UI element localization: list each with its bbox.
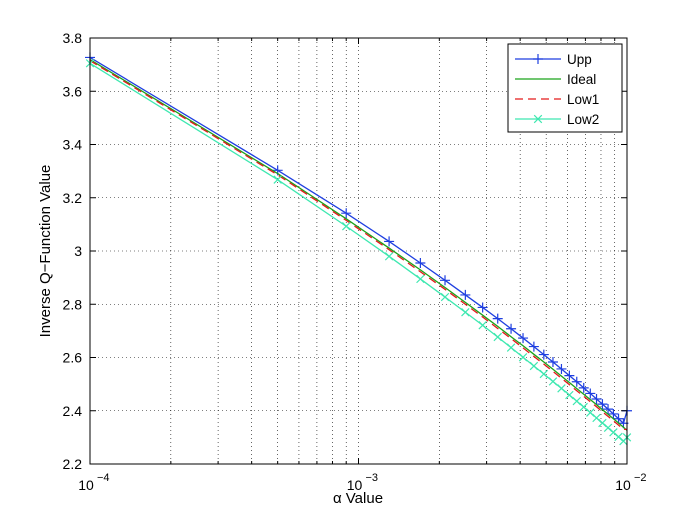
data-point-low2: [548, 377, 558, 386]
y-tick-label: 2.2: [63, 456, 83, 472]
data-point-low2: [579, 402, 588, 412]
data-point-low2: [506, 343, 516, 352]
series-line-ideal: [89, 59, 628, 431]
data-point-low2: [478, 321, 487, 330]
series-line-upp: [89, 56, 628, 425]
grid-lines: [89, 38, 627, 464]
data-point-low2: [493, 332, 502, 342]
data-point-low2: [565, 390, 574, 400]
data-point-upp: [556, 363, 567, 374]
x-tick-label-exponent: −4: [97, 472, 110, 484]
series-line-low1: [89, 60, 627, 431]
data-point-upp: [460, 289, 471, 300]
data-point-upp: [518, 333, 529, 344]
legend-label-low2: Low2: [567, 112, 599, 127]
x-tick-label-base: 10: [347, 477, 363, 493]
x-tick-label-exponent: −2: [634, 472, 647, 484]
data-point-upp: [415, 257, 426, 268]
data-point-upp: [341, 208, 352, 219]
data-point-low2: [461, 308, 470, 317]
data-point-low2: [572, 396, 581, 406]
x-tick-label: 10 −3: [347, 472, 378, 493]
x-tick-label-base: 10: [615, 477, 631, 493]
data-point-upp: [571, 376, 582, 387]
series-low2: [85, 59, 632, 446]
data-point-upp: [613, 413, 624, 424]
legend-marker-low2: [533, 114, 543, 124]
legend: Upp Ideal Low1 Low2: [507, 43, 623, 133]
series-low1: [89, 60, 627, 431]
legend-entry-upp: Upp: [515, 52, 592, 67]
data-point-upp: [384, 236, 395, 247]
data-point-upp: [585, 388, 596, 399]
legend-entry-low1: Low1: [515, 92, 599, 107]
series-upp: [85, 52, 632, 429]
x-tick-label: 10 −2: [615, 472, 646, 493]
series-ideal: [89, 59, 628, 431]
y-tick-label: 3.2: [63, 190, 83, 206]
x-tick-label-base: 10: [78, 477, 94, 493]
data-point-upp: [528, 341, 539, 352]
y-tick-label: 3.6: [63, 83, 83, 99]
y-tick-label: 2.8: [63, 296, 83, 312]
data-point-low2: [586, 408, 595, 417]
data-point-upp: [578, 382, 589, 393]
legend-items: Upp Ideal Low1 Low2: [515, 52, 599, 127]
data-point-upp: [597, 399, 608, 410]
x-tick-label: 10 −4: [78, 472, 109, 493]
legend-label-low1: Low1: [567, 92, 599, 107]
legend-entry-ideal: Ideal: [515, 72, 596, 87]
data-point-upp: [603, 404, 614, 415]
data-point-upp: [564, 370, 575, 381]
y-axis-label: Inverse Q−Function Value: [37, 165, 54, 338]
legend-entry-low2: Low2: [515, 112, 599, 127]
data-point-low2: [273, 175, 282, 184]
data-point-low2: [518, 353, 528, 362]
legend-marker-upp: [533, 54, 543, 64]
data-point-upp: [477, 302, 488, 313]
series-layer: [85, 52, 632, 446]
data-point-upp: [538, 349, 549, 360]
data-point-low2: [416, 274, 425, 284]
data-point-low2: [440, 292, 450, 302]
x-tick-label-exponent: −3: [366, 472, 379, 484]
y-tick-label: 3.4: [63, 137, 83, 153]
legend-label-upp: Upp: [567, 52, 592, 67]
data-point-upp: [440, 275, 451, 286]
data-point-upp: [492, 313, 503, 324]
data-point-upp: [547, 357, 558, 368]
data-point-low2: [529, 361, 539, 371]
legend-label-ideal: Ideal: [567, 72, 596, 87]
data-point-upp: [506, 323, 517, 334]
data-point-low2: [341, 222, 351, 231]
data-point-low2: [539, 369, 549, 379]
data-point-upp: [608, 408, 619, 419]
axis-ticks: 2.22.42.62.833.23.43.63.810 −4 10 −3 10 −2: [63, 30, 647, 493]
y-tick-label: 2.4: [63, 403, 83, 419]
x-axis-label: α Value: [333, 490, 383, 507]
y-tick-label: 3: [74, 243, 82, 259]
y-tick-label: 3.8: [63, 30, 83, 46]
data-point-low2: [557, 384, 566, 393]
y-tick-label: 2.6: [63, 350, 83, 366]
data-point-upp: [591, 394, 602, 405]
data-point-low2: [384, 252, 394, 261]
